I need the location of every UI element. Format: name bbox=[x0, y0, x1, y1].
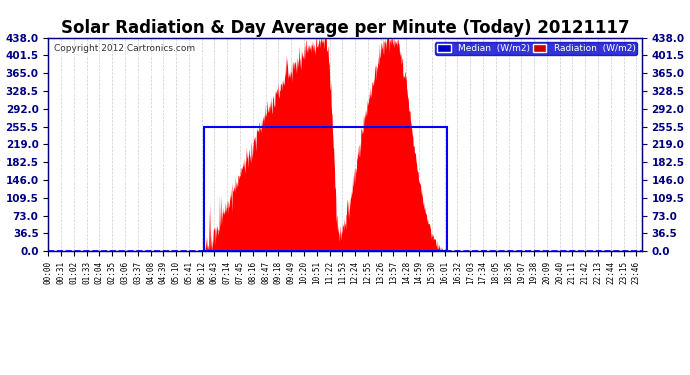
Legend: Median  (W/m2), Radiation  (W/m2): Median (W/m2), Radiation (W/m2) bbox=[435, 42, 637, 55]
Title: Solar Radiation & Day Average per Minute (Today) 20121117: Solar Radiation & Day Average per Minute… bbox=[61, 20, 629, 38]
Text: Copyright 2012 Cartronics.com: Copyright 2012 Cartronics.com bbox=[55, 44, 195, 53]
Bar bbox=[204, 127, 447, 251]
